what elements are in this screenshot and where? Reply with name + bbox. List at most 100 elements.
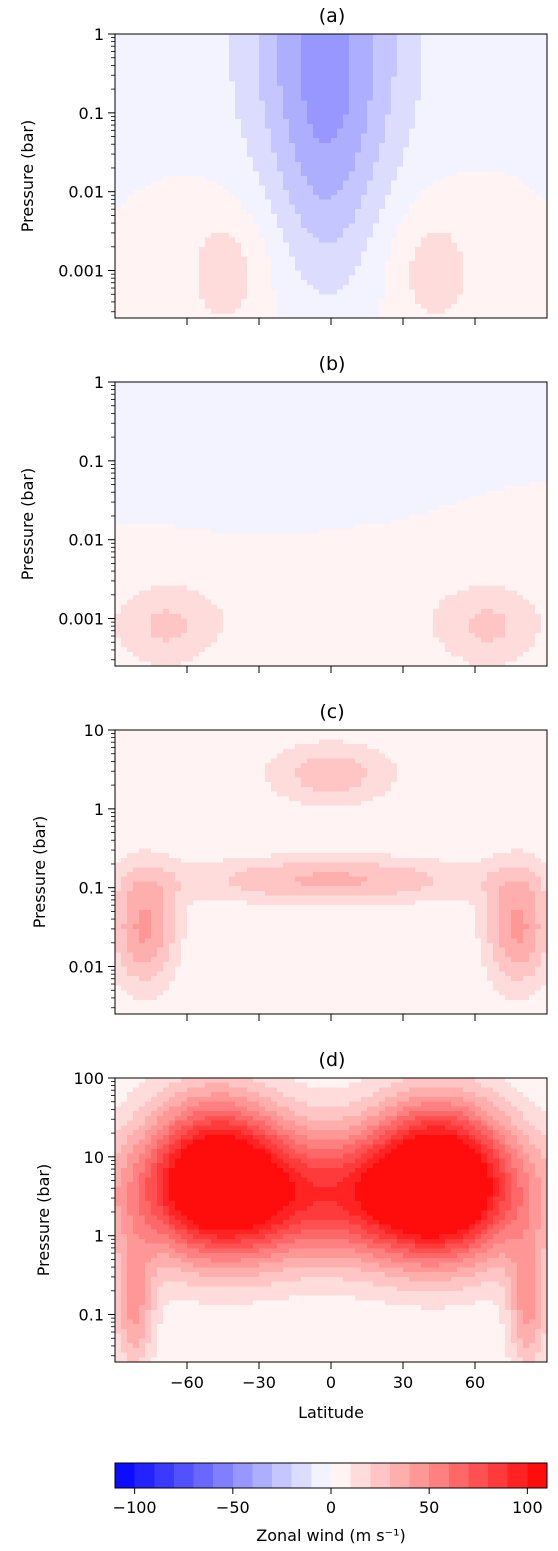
heatmap-cell (157, 109, 164, 116)
heatmap-cell (421, 289, 428, 295)
heatmap-cell (487, 199, 494, 205)
heatmap-cell (415, 256, 422, 262)
heatmap-cell (439, 209, 446, 215)
heatmap-cell (259, 303, 266, 310)
heatmap-cell (337, 400, 344, 407)
heatmap-cell (379, 251, 386, 258)
heatmap-cell (145, 38, 152, 45)
heatmap-cell (529, 34, 536, 40)
heatmap-cell (145, 81, 152, 87)
heatmap-cell (175, 405, 182, 411)
heatmap-cell (493, 119, 500, 125)
heatmap-cell (331, 62, 338, 68)
heatmap-cell (277, 105, 284, 111)
heatmap-cell (349, 204, 356, 210)
heatmap-cell (493, 52, 500, 59)
heatmap-cell (313, 294, 320, 300)
heatmap-cell (265, 199, 272, 205)
heatmap-cell (469, 138, 476, 144)
heatmap-cell (505, 382, 512, 388)
heatmap-cell (493, 90, 500, 97)
heatmap-cell (145, 213, 152, 220)
heatmap-cell (205, 382, 212, 388)
heatmap-cell (133, 242, 140, 248)
heatmap-cell (409, 303, 416, 310)
heatmap-cell (133, 382, 140, 388)
heatmap-cell (367, 280, 374, 286)
heatmap-cell (157, 419, 164, 426)
heatmap-cell (373, 270, 380, 276)
heatmap-cell (139, 251, 146, 258)
heatmap-cell (469, 232, 476, 239)
heatmap-cell (313, 405, 320, 411)
heatmap-cell (523, 176, 530, 182)
heatmap-cell (511, 275, 518, 281)
heatmap-cell (295, 105, 302, 111)
heatmap-cell (493, 76, 500, 82)
heatmap-cell (331, 100, 338, 106)
heatmap-cell (523, 405, 530, 411)
heatmap-cell (409, 415, 416, 421)
heatmap-cell (319, 400, 326, 407)
heatmap-cell (481, 405, 488, 411)
heatmap-cell (247, 284, 254, 291)
heatmap-cell (475, 382, 482, 388)
heatmap-cell (271, 86, 278, 92)
heatmap-cell (481, 400, 488, 407)
heatmap-cell (457, 81, 464, 87)
heatmap-cell (517, 237, 524, 243)
heatmap-cell (529, 261, 536, 267)
heatmap-cell (331, 313, 338, 319)
heatmap-cell (283, 251, 290, 258)
heatmap-cell (361, 171, 368, 177)
heatmap-cell (463, 157, 470, 163)
heatmap-cell (331, 123, 338, 130)
heatmap-cell (169, 391, 176, 397)
heatmap-cell (211, 138, 218, 144)
heatmap-cell (487, 284, 494, 291)
heatmap-cell (223, 48, 230, 54)
heatmap-cell (361, 303, 368, 310)
heatmap-cell (409, 43, 416, 49)
heatmap-cell (367, 109, 374, 116)
heatmap-cell (373, 275, 380, 281)
heatmap-cell (379, 280, 386, 286)
heatmap-cell (517, 194, 524, 201)
heatmap-cell (205, 242, 212, 248)
heatmap-cell (409, 48, 416, 54)
heatmap-cell (319, 157, 326, 163)
heatmap-cell (343, 308, 350, 314)
heatmap-cell (199, 232, 206, 239)
heatmap-cell (319, 275, 326, 281)
heatmap-cell (247, 119, 254, 125)
heatmap-cell (355, 396, 362, 402)
heatmap-cell (361, 123, 368, 130)
heatmap-cell (499, 190, 506, 196)
heatmap-cell (265, 251, 272, 258)
heatmap-cell (295, 34, 302, 40)
heatmap-cell (253, 90, 260, 97)
heatmap-cell (127, 142, 134, 149)
heatmap-cell (529, 114, 536, 120)
heatmap-cell (451, 147, 458, 153)
heatmap-cell (325, 76, 332, 82)
heatmap-cell (217, 247, 224, 253)
heatmap-cell (433, 204, 440, 210)
heatmap-cell (361, 48, 368, 54)
heatmap-cell (319, 76, 326, 82)
heatmap-cell (523, 86, 530, 92)
heatmap-cell (331, 386, 338, 393)
heatmap-cell (229, 396, 236, 402)
heatmap-cell (421, 223, 428, 229)
heatmap-cell (133, 57, 140, 63)
heatmap-cell (181, 90, 188, 97)
heatmap-cell (421, 405, 428, 411)
heatmap-cell (163, 194, 170, 201)
heatmap-cell (343, 382, 350, 388)
heatmap-cell (313, 303, 320, 310)
heatmap-cell (157, 237, 164, 243)
heatmap-cell (247, 313, 254, 319)
heatmap-cell (115, 396, 122, 402)
heatmap-cell (475, 34, 482, 40)
heatmap-cell (529, 308, 536, 314)
